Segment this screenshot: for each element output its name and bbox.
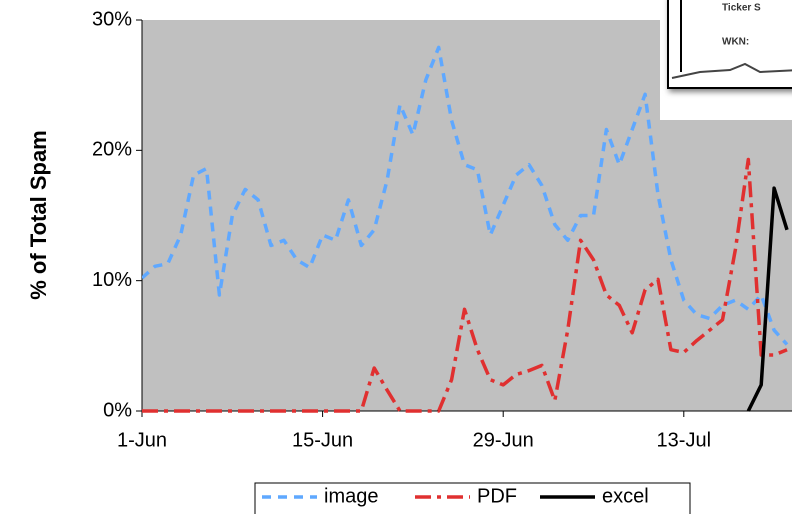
legend: image PDF excel [255,483,690,514]
y-tick-label: 10% [92,269,132,291]
inset-image: Ticker S WKN: [660,0,792,120]
legend-label: PDF [477,485,517,507]
chart: 0% 10% 20% 30% 1-Jun 15-Jun 29-Jun 13-Jul % of … [0,0,792,514]
x-tick-label: 15-Jun [292,429,353,451]
y-tick-label: 0% [103,399,132,421]
x-tick-label: 13-Jul [657,429,711,451]
inset-text: Ticker S [722,3,761,14]
y-tick-label: 30% [92,8,132,30]
y-tick-label: 20% [92,139,132,161]
x-tick-label: 29-Jun [473,429,534,451]
legend-label: image [324,485,378,507]
y-axis-label: % of Total Spam [26,130,51,300]
x-tick-label: 1-Jun [117,429,167,451]
inset-text: WKN: [722,37,749,48]
legend-label: excel [602,485,649,507]
